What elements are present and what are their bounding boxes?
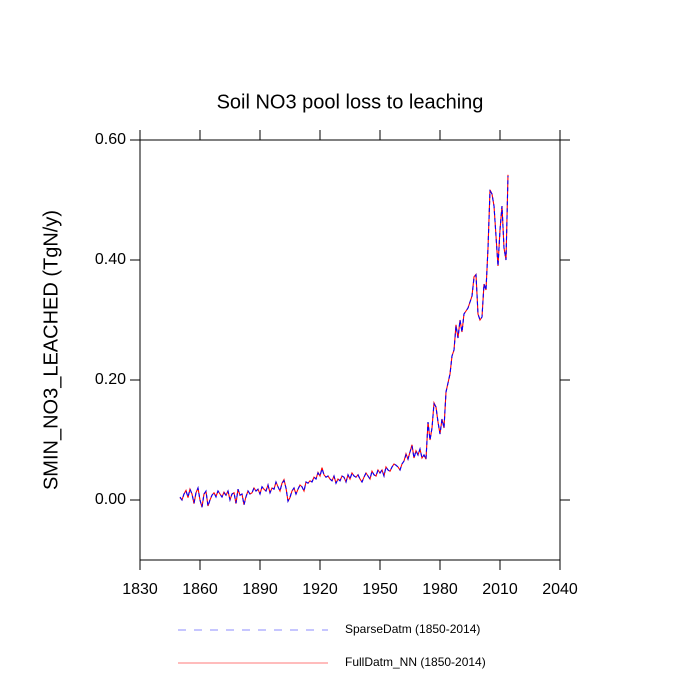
y-tick-label: 0.40 [95, 251, 126, 268]
x-tick-label: 1860 [182, 581, 218, 598]
series-line [179, 174, 509, 508]
y-tick-label: 0.20 [95, 371, 126, 388]
x-tick-label: 1980 [422, 581, 458, 598]
x-tick-label: 1950 [362, 581, 398, 598]
x-tick-label: 1920 [302, 581, 338, 598]
x-tick-label: 1890 [242, 581, 278, 598]
x-tick-label: 2040 [542, 581, 578, 598]
y-tick-label: 0.00 [95, 491, 126, 508]
y-tick-label: 0.60 [95, 131, 126, 148]
series-line [179, 175, 509, 508]
legend-label: SparseDatm (1850-2014) [345, 622, 480, 636]
legend-label: FullDatm_NN (1850-2014) [345, 655, 486, 669]
chart-title: Soil NO3 pool loss to leaching [217, 91, 484, 113]
x-tick-label: 1830 [122, 581, 158, 598]
y-axis-label: SMIN_NO3_LEACHED (TgN/y) [40, 210, 62, 490]
plot-frame [139, 139, 561, 561]
x-tick-label: 2010 [482, 581, 518, 598]
